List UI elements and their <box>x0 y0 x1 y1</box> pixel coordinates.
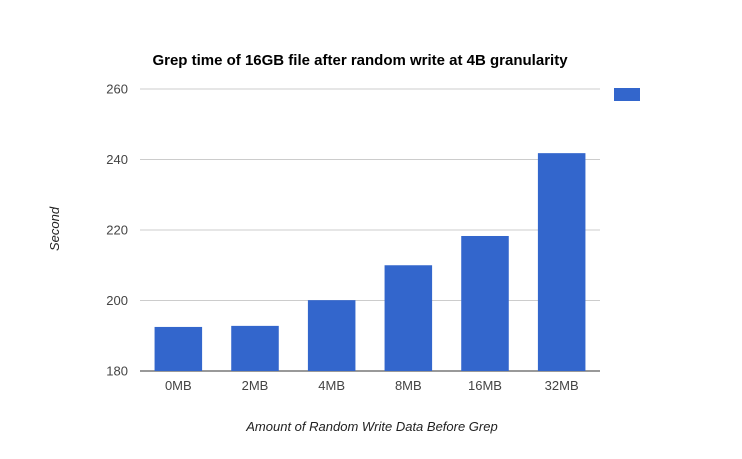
x-tick-label: 2MB <box>242 378 269 393</box>
bar-4mb <box>307 300 356 371</box>
legend-swatch <box>614 88 640 101</box>
y-axis-title: Second <box>47 206 62 251</box>
bars <box>154 153 586 371</box>
y-tick-label: 180 <box>106 364 128 379</box>
bar-16mb <box>461 235 509 371</box>
x-axis-ticks: 0MB 2MB 4MB 8MB 16MB 32MB <box>165 378 579 393</box>
x-axis-title: Amount of Random Write Data Before Grep <box>245 419 497 434</box>
y-tick-label: 240 <box>106 152 128 167</box>
chart-title: Grep time of 16GB file after random writ… <box>152 52 568 69</box>
y-tick-label: 220 <box>106 223 128 238</box>
bar-2mb <box>231 325 279 371</box>
bar-8mb <box>384 265 433 371</box>
bar-0mb <box>154 326 203 371</box>
gridlines <box>140 88 600 372</box>
y-axis-ticks: 180 200 220 240 260 <box>106 82 128 379</box>
y-tick-label: 200 <box>106 293 128 308</box>
x-tick-label: 0MB <box>165 378 192 393</box>
x-tick-label: 16MB <box>468 378 502 393</box>
x-tick-label: 32MB <box>545 378 579 393</box>
x-tick-label: 4MB <box>318 378 345 393</box>
bar-32mb <box>537 153 586 371</box>
x-tick-label: 8MB <box>395 378 422 393</box>
y-tick-label: 260 <box>106 82 128 97</box>
